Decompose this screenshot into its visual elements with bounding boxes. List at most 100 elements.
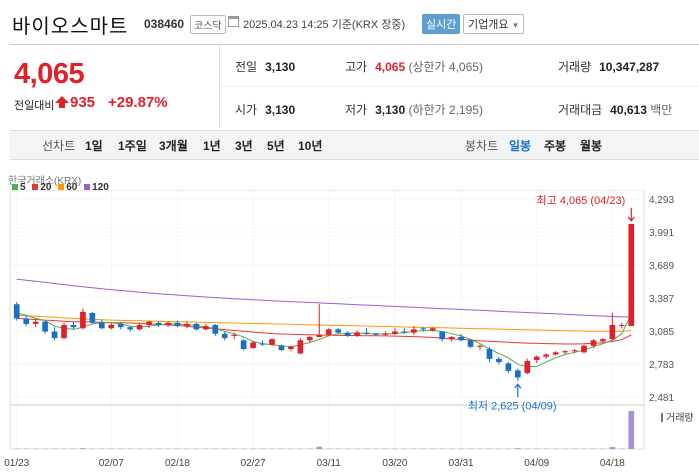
chevron-down-icon: ▼	[511, 21, 520, 30]
period-1y[interactable]: 1년	[203, 139, 221, 153]
realtime-button[interactable]: 실시간	[422, 14, 461, 34]
candle-monthly[interactable]: 월봉	[580, 139, 603, 153]
candle-body	[448, 337, 455, 340]
trade-amount: 거래대금 40,613 백만	[558, 103, 673, 117]
candle-body	[543, 354, 550, 357]
candle-body	[505, 363, 512, 371]
candle-body	[344, 332, 351, 336]
candle-body	[581, 345, 587, 353]
volume: 거래량 10,347,287	[558, 60, 660, 74]
stock-name: 바이오스마트	[12, 16, 129, 38]
candle-body	[89, 312, 96, 323]
candle-body	[42, 321, 48, 332]
candle-body	[628, 223, 635, 327]
candle-weekly[interactable]: 주봉	[544, 139, 567, 153]
arrow-up-icon	[514, 383, 522, 398]
candle-body	[23, 318, 30, 324]
period-5y[interactable]: 5년	[267, 139, 285, 153]
candle-body	[146, 321, 152, 325]
volume-marker	[661, 413, 663, 422]
period-3y[interactable]: 3년	[235, 139, 253, 153]
legend-label-5: 5	[20, 182, 26, 193]
candle-body	[618, 324, 625, 326]
x-tick-label: 01/23	[4, 458, 29, 469]
candle-body	[193, 323, 200, 330]
candle-body	[325, 329, 332, 335]
volume-bar	[514, 448, 521, 449]
legend-label-60: 60	[66, 182, 78, 193]
period-1d[interactable]: 1일	[85, 139, 103, 153]
line-chart-label: 선차트	[42, 139, 76, 153]
candle-body	[306, 337, 313, 341]
low-annotation: 최저 2,625 (04/09)	[468, 399, 557, 412]
candle-body	[363, 332, 370, 334]
x-tick-label: 03/31	[449, 458, 474, 469]
x-tick-label: 02/27	[241, 458, 266, 469]
candle-body	[269, 339, 275, 345]
current-price: 4,065	[14, 58, 85, 90]
candle-body	[439, 331, 446, 340]
legend-label-20: 20	[40, 182, 52, 193]
volume-bar	[80, 448, 86, 449]
candle-body	[316, 334, 323, 338]
candle-body	[514, 370, 521, 378]
x-tick-label: 02/18	[165, 458, 190, 469]
candle-body	[51, 331, 58, 339]
volume-bar	[316, 446, 323, 449]
candle-body	[155, 322, 162, 325]
candle-body	[382, 333, 389, 335]
candle-body	[410, 329, 417, 333]
volume-label: 거래량	[666, 412, 694, 424]
candle-body	[600, 339, 606, 342]
candle-body	[486, 349, 493, 359]
candle-body	[70, 324, 77, 328]
candle-body	[524, 361, 531, 374]
y-tick-label: 2,783	[649, 360, 674, 371]
candle-body	[231, 334, 238, 336]
candle-body	[61, 324, 67, 339]
exchange-label: 한국거래소(KRX)	[8, 176, 82, 187]
volume-bar	[628, 411, 635, 449]
candle-body	[212, 324, 219, 334]
candle-body	[278, 345, 285, 351]
candle-body	[117, 323, 124, 328]
candle-body	[80, 311, 86, 329]
stock-code: 038460	[144, 17, 185, 31]
candle-body	[354, 332, 360, 336]
candle-body	[477, 345, 483, 347]
candle-body	[184, 323, 190, 327]
candle-body	[373, 333, 379, 335]
company-info-label: 기업개요	[468, 19, 509, 31]
candle-body	[562, 351, 568, 353]
candle-body	[240, 340, 247, 350]
y-tick-label: 3,085	[649, 327, 674, 338]
candle-body	[335, 329, 342, 333]
x-tick-label: 02/07	[99, 458, 124, 469]
period-1w[interactable]: 1주일	[118, 139, 147, 153]
change-label: 전일대비	[14, 100, 55, 112]
company-info-dropdown[interactable]: 기업개요 ▼	[463, 14, 525, 34]
candle-body	[401, 331, 408, 333]
timestamp: 2025.04.23 14:25 기준(KRX 장중)	[243, 19, 406, 31]
calendar-icon	[228, 16, 239, 27]
candle-daily[interactable]: 일봉	[509, 139, 532, 153]
legend-swatch-120	[84, 184, 91, 191]
period-toolbar	[10, 130, 699, 160]
prev-close: 전일 3,130	[235, 60, 296, 74]
candle-body	[202, 326, 209, 330]
y-tick-label: 2,481	[649, 393, 674, 404]
arrow-down-icon	[627, 207, 635, 222]
period-3m[interactable]: 3개월	[159, 139, 188, 153]
candle-body	[259, 343, 266, 345]
candle-body	[590, 340, 597, 346]
candlestick-chart[interactable]: 4,293 3,991 3,689 3,387 3,085 2,783 2,481 01/23…	[0, 190, 699, 474]
ma60-line	[16, 314, 632, 332]
candle-body	[165, 322, 171, 325]
divider	[10, 44, 699, 45]
period-10y[interactable]: 10년	[298, 139, 323, 153]
y-tick-label: 3,991	[649, 228, 674, 239]
candle-body	[609, 324, 616, 340]
legend-swatch-5	[12, 184, 18, 191]
change-amount: 935	[70, 94, 96, 111]
candle-body	[552, 352, 559, 355]
